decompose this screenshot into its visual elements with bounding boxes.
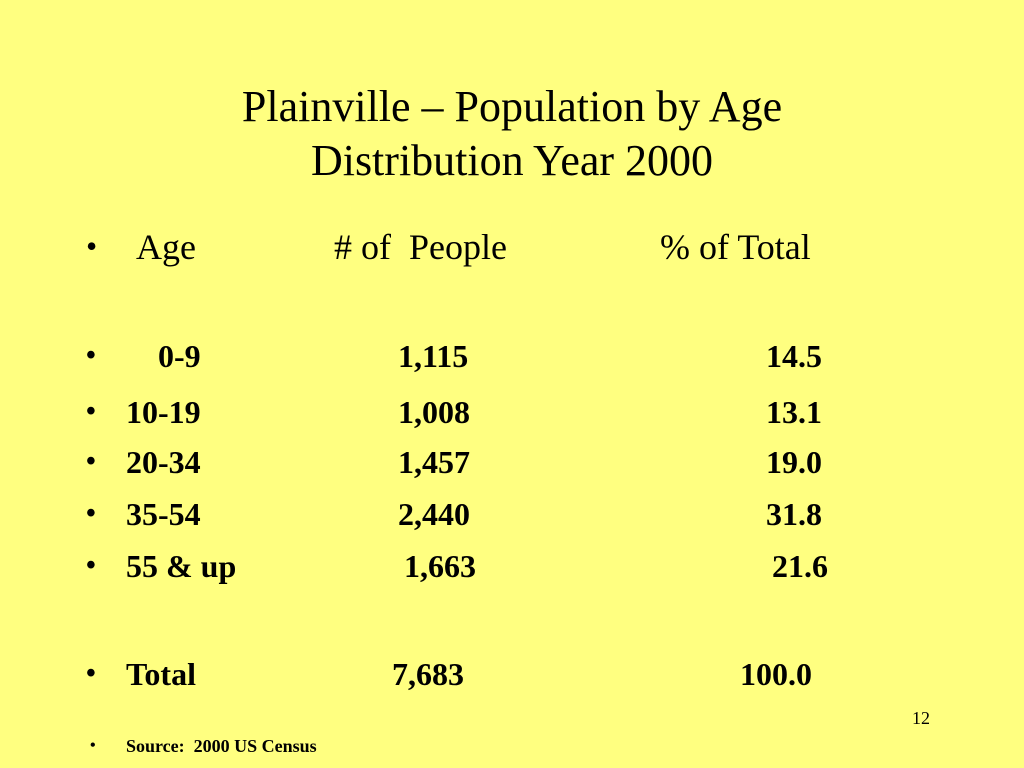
total-label: Total: [126, 656, 196, 692]
source-text: Source: 2000 US Census: [126, 736, 317, 756]
row-people: 1,115: [398, 338, 469, 374]
row-people: 1,008: [398, 394, 470, 430]
source-note: • Source: 2000 US Census: [0, 736, 1024, 760]
slide-title: Plainville – Population by Age Distribut…: [0, 80, 1024, 188]
bullet-icon: •: [86, 340, 96, 371]
header-people: # of People: [334, 227, 507, 267]
row-percent: 31.8: [766, 496, 822, 532]
bullet-icon: •: [86, 550, 96, 581]
bullet-icon: •: [86, 498, 96, 529]
row-people: 1,457: [398, 444, 470, 480]
row-age: 20-34: [126, 444, 201, 480]
row-age: 10-19: [126, 394, 201, 430]
total-percent: 100.0: [740, 656, 812, 692]
row-people: 2,440: [398, 496, 470, 532]
row-age: 0-9: [158, 338, 201, 374]
bullet-icon: •: [86, 446, 96, 477]
bullet-icon: •: [86, 396, 96, 427]
row-age: 55 & up: [126, 548, 237, 584]
table-row: • 20-34 1,457 19.0: [0, 444, 1024, 492]
header-percent: % of Total: [660, 227, 811, 267]
bullet-icon: •: [86, 228, 98, 264]
row-percent: 21.6: [772, 548, 828, 584]
slide-title-line-1: Plainville – Population by Age: [241, 82, 783, 131]
page-number: 12: [912, 708, 930, 728]
table-row: • 10-19 1,008 13.1: [0, 394, 1024, 442]
header-age: Age: [136, 227, 196, 267]
table-row: • 35-54 2,440 31.8: [0, 496, 1024, 544]
bullet-icon: •: [90, 737, 96, 754]
row-people: 1,663: [404, 548, 476, 584]
table-header: • Age # of People % of Total: [0, 226, 1024, 274]
table-row: • 55 & up 1,663 21.6: [0, 548, 1024, 596]
row-age: 35-54: [126, 496, 201, 532]
row-percent: 14.5: [766, 338, 822, 374]
total-row: • Total 7,683 100.0: [0, 656, 1024, 704]
row-percent: 19.0: [766, 444, 822, 480]
total-people: 7,683: [392, 656, 464, 692]
row-percent: 13.1: [766, 394, 822, 430]
table-row: • 0-9 1,115 14.5: [0, 338, 1024, 386]
bullet-icon: •: [86, 658, 96, 689]
slide-title-line-2: Distribution Year 2000: [310, 136, 714, 185]
